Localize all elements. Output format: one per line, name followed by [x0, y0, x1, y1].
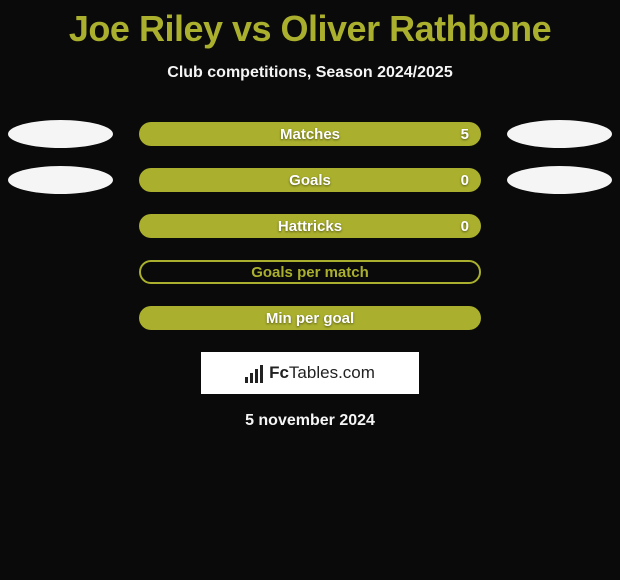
stat-row: Goals 0 [0, 168, 620, 192]
player-left-ellipse [8, 166, 113, 194]
stat-bar: Min per goal [139, 306, 481, 330]
stat-label: Matches [280, 126, 340, 143]
player-right-ellipse [507, 120, 612, 148]
stat-value-right: 0 [461, 172, 469, 189]
logo-suffix: .com [338, 363, 375, 382]
logo-main: Tables [289, 363, 338, 382]
stat-row: Min per goal [0, 306, 620, 330]
subtitle: Club competitions, Season 2024/2025 [0, 64, 620, 82]
logo-prefix: Fc [269, 363, 289, 382]
stat-bar: Matches 5 [139, 122, 481, 146]
stats-container: Matches 5 Goals 0 Hattricks 0 Goals per match M… [0, 122, 620, 330]
fctables-logo[interactable]: FcTables.com [201, 352, 419, 394]
stat-bar: Goals 0 [139, 168, 481, 192]
stat-label: Hattricks [278, 218, 342, 235]
stat-row: Hattricks 0 [0, 214, 620, 238]
stat-label: Min per goal [266, 310, 354, 327]
player-left-ellipse [8, 120, 113, 148]
stat-label: Goals [289, 172, 331, 189]
stat-row: Goals per match [0, 260, 620, 284]
stat-bar: Goals per match [139, 260, 481, 284]
page-title: Joe Riley vs Oliver Rathbone [0, 0, 620, 50]
player-right-ellipse [507, 166, 612, 194]
stat-value-right: 5 [461, 126, 469, 143]
date-label: 5 november 2024 [0, 412, 620, 430]
stat-label: Goals per match [251, 264, 369, 281]
stat-value-right: 0 [461, 218, 469, 235]
stat-row: Matches 5 [0, 122, 620, 146]
stat-bar: Hattricks 0 [139, 214, 481, 238]
bar-chart-icon [245, 363, 263, 383]
logo-text: FcTables.com [269, 363, 375, 383]
